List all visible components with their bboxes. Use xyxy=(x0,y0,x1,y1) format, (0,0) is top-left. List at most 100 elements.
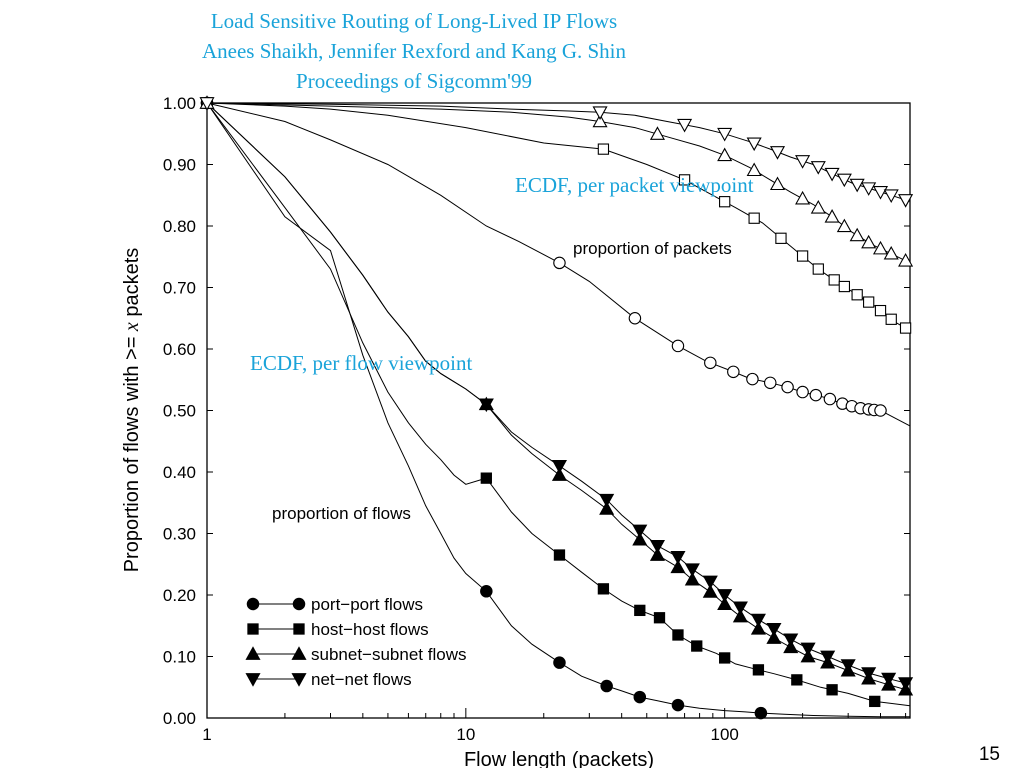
data-point xyxy=(861,182,877,196)
series-packets-triangle-up xyxy=(199,95,914,267)
data-point xyxy=(599,493,615,508)
data-point xyxy=(795,155,811,169)
data-point xyxy=(719,196,731,208)
y-tick-label: 0.50 xyxy=(163,402,196,421)
axes-layer: 0.00 0.10 0.20 0.30 0.40 0.50 0.60 0.70 0.80 0.90… xyxy=(163,94,911,744)
annotation-layer: ECDF, per packet viewpoint ECDF, per flo… xyxy=(250,173,754,523)
data-point xyxy=(702,575,718,590)
data-point xyxy=(752,664,765,676)
legend-marker xyxy=(293,623,305,635)
y-tick-label: 1.00 xyxy=(163,94,196,113)
y-axis-label-prefix: Proportion of flows with >= xyxy=(121,331,143,572)
data-point xyxy=(649,547,666,561)
paper-title: Load Sensitive Routing of Long-Lived IP … xyxy=(210,9,618,33)
data-point xyxy=(828,274,840,286)
data-point xyxy=(702,584,718,598)
data-point xyxy=(746,162,762,177)
x-tick-label: 10 xyxy=(456,725,475,744)
data-point xyxy=(861,234,877,249)
data-point xyxy=(717,596,733,611)
slide-number: 15 xyxy=(978,744,1000,765)
data-point xyxy=(632,531,648,546)
data-point xyxy=(883,245,899,260)
legend: port−port flows host−host flows subnet−sub… xyxy=(245,595,466,689)
y-axis-label-var: x xyxy=(121,322,143,332)
y-tick-label: 0.20 xyxy=(163,586,196,605)
data-point xyxy=(769,146,786,160)
y-tick-label: 0.30 xyxy=(163,525,196,544)
data-point xyxy=(671,698,685,712)
data-point xyxy=(748,212,760,224)
data-point xyxy=(478,398,494,413)
data-point xyxy=(649,126,666,140)
data-point xyxy=(671,339,685,353)
data-point xyxy=(717,127,733,142)
data-point xyxy=(597,143,610,155)
y-tick-label: 0.10 xyxy=(163,648,196,667)
data-point xyxy=(199,97,215,111)
data-point xyxy=(898,253,914,267)
y-tick-label: 0.60 xyxy=(163,340,196,359)
series-line xyxy=(206,102,910,718)
legend-marker xyxy=(245,646,261,660)
data-point xyxy=(775,232,787,244)
data-point xyxy=(869,695,881,708)
data-point xyxy=(874,304,887,317)
data-point xyxy=(796,250,809,262)
legend-marker xyxy=(247,623,259,635)
data-point xyxy=(691,640,703,652)
data-point xyxy=(727,365,740,379)
series-flows-circle xyxy=(200,96,910,720)
data-point xyxy=(826,684,838,696)
data-point xyxy=(872,240,889,255)
data-point xyxy=(592,113,608,128)
data-point xyxy=(874,404,887,417)
data-point xyxy=(851,289,863,301)
data-point xyxy=(795,190,811,205)
series-line xyxy=(206,102,911,332)
data-point xyxy=(885,313,897,325)
y-axis-label-suffix: packets xyxy=(121,248,143,322)
data-point xyxy=(769,176,786,191)
data-point xyxy=(653,612,666,624)
data-point xyxy=(883,189,899,203)
paper-authors: Anees Shaikh, Jennifer Rexford and Kang … xyxy=(202,39,626,63)
data-point xyxy=(592,106,608,120)
data-point xyxy=(732,608,748,623)
data-point xyxy=(809,388,823,402)
data-point xyxy=(597,583,610,595)
legend-label: host−host flows xyxy=(311,620,429,639)
annotation-proportion-flows: proportion of flows xyxy=(272,504,411,523)
y-axis-label: Proportion of flows with >= x packets xyxy=(121,248,143,573)
data-point xyxy=(781,380,794,394)
x-tick-label: 1 xyxy=(202,725,211,744)
data-point xyxy=(553,549,566,561)
data-point xyxy=(898,194,914,208)
data-point xyxy=(719,652,731,664)
data-point xyxy=(632,524,648,539)
series-packets-circle xyxy=(200,96,911,427)
data-point xyxy=(823,392,837,406)
data-point xyxy=(861,667,877,681)
annotation-per-packet: ECDF, per packet viewpoint xyxy=(515,173,754,197)
data-point xyxy=(684,571,700,586)
data-point xyxy=(796,385,809,399)
data-point xyxy=(551,460,567,474)
data-point xyxy=(732,601,748,616)
series-flows-triangle-down xyxy=(206,102,914,691)
data-point xyxy=(677,118,693,133)
data-point xyxy=(599,501,615,515)
data-point xyxy=(810,200,826,214)
x-axis-label: Flow length (packets) xyxy=(464,749,654,768)
y-tick-label: 0.70 xyxy=(163,279,196,298)
data-point xyxy=(672,629,684,641)
data-point xyxy=(670,559,686,574)
series-packets-triangle-down xyxy=(199,97,914,208)
annotation-per-flow: ECDF, per flow viewpoint xyxy=(250,351,472,375)
data-point xyxy=(649,539,666,554)
data-point xyxy=(849,178,865,193)
data-point xyxy=(849,227,865,242)
data-point xyxy=(872,186,889,200)
y-tick-label: 0.80 xyxy=(163,217,196,236)
